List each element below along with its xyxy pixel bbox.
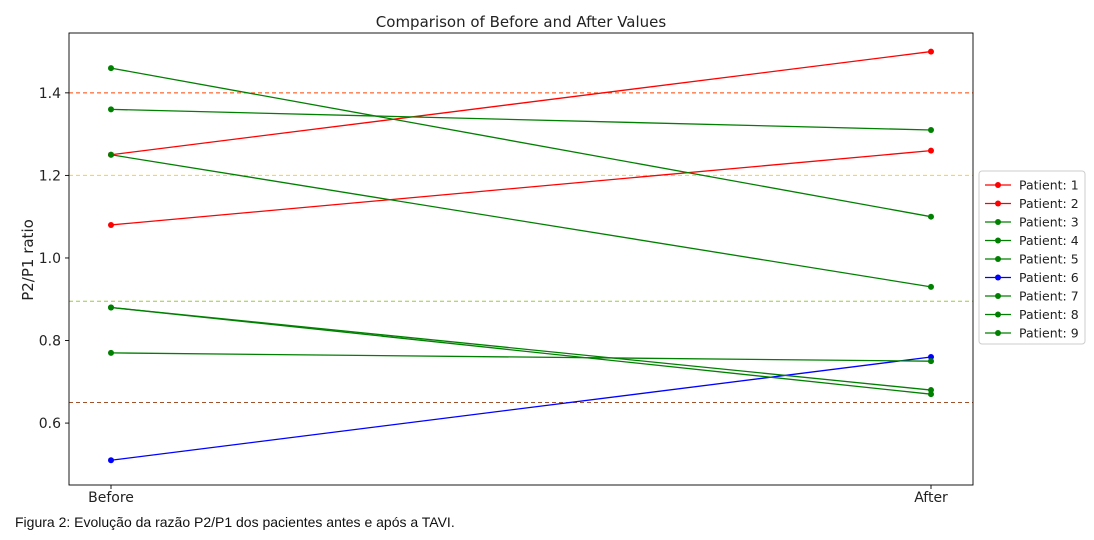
series-lines <box>108 48 934 464</box>
data-point-patient-4-before <box>108 106 114 113</box>
data-point-patient-9-after <box>928 391 934 398</box>
legend-marker-patient-5 <box>995 256 1001 262</box>
legend-label-patient-9: Patient: 9 <box>1019 326 1079 341</box>
series-line-patient-8 <box>110 352 932 362</box>
legend-marker-patient-3 <box>995 219 1001 225</box>
series-line-patient-5 <box>110 154 932 288</box>
data-point-patient-5-before <box>108 151 114 158</box>
legend-marker-patient-2 <box>995 200 1001 207</box>
data-point-patient-3-before <box>108 65 114 72</box>
legend-marker-patient-1 <box>995 182 1001 188</box>
legend-marker-patient-4 <box>995 237 1001 244</box>
data-point-patient-1-after <box>928 48 934 55</box>
legend: Patient: 1 Patient: 2 Patient: 3 Patient: 4… <box>978 170 1086 345</box>
y-tick-label: 0.8 <box>39 334 61 350</box>
y-tick-label: 0.6 <box>39 416 61 432</box>
x-tick-label: Before <box>88 490 134 506</box>
chart: Comparison of Before and After Values P2… <box>19 13 1086 506</box>
legend-label-patient-7: Patient: 7 <box>1019 289 1079 304</box>
series-line-patient-3 <box>110 67 932 218</box>
series-line-patient-2 <box>110 149 932 226</box>
y-axis: 0.6 0.8 1.0 1.2 1.4 <box>39 86 69 432</box>
data-point-patient-8-before <box>108 349 114 356</box>
y-tick-label: 1.0 <box>39 251 61 267</box>
legend-box <box>978 170 1086 345</box>
data-point-patient-6-after <box>928 354 934 361</box>
data-point-patient-4-after <box>928 127 934 134</box>
series-line-patient-1 <box>110 50 932 156</box>
x-tick-label: After <box>914 490 948 506</box>
series-line-patient-7 <box>110 306 932 391</box>
plot-area <box>68 32 974 486</box>
series-line-patient-9 <box>110 306 932 395</box>
x-axis: Before After <box>88 485 948 506</box>
data-point-patient-9-before <box>108 304 114 311</box>
y-tick-label: 1.2 <box>39 168 61 184</box>
legend-label-patient-6: Patient: 6 <box>1019 270 1079 285</box>
data-point-patient-8-after <box>928 358 934 365</box>
series-line-patient-4 <box>110 108 932 131</box>
data-point-patient-6-before <box>108 457 114 464</box>
legend-label-patient-8: Patient: 8 <box>1019 307 1079 322</box>
data-point-patient-2-before <box>108 221 114 228</box>
legend-label-patient-5: Patient: 5 <box>1019 252 1079 267</box>
y-axis-label: P2/P1 ratio <box>19 219 37 301</box>
series-line-patient-6 <box>110 356 932 461</box>
data-point-patient-7-after <box>928 387 934 394</box>
legend-label-patient-4: Patient: 4 <box>1019 233 1079 248</box>
chart-title: Comparison of Before and After Values <box>376 13 667 31</box>
legend-marker-patient-7 <box>995 293 1001 299</box>
legend-label-patient-3: Patient: 3 <box>1019 215 1079 230</box>
figure-caption: Figura 2: Evolução da razão P2/P1 dos pa… <box>15 514 455 530</box>
legend-marker-patient-8 <box>995 311 1001 318</box>
reference-lines <box>69 92 973 403</box>
legend-label-patient-1: Patient: 1 <box>1019 178 1079 193</box>
data-point-patient-2-after <box>928 147 934 154</box>
y-tick-label: 1.4 <box>39 86 61 102</box>
legend-marker-patient-6 <box>995 274 1001 281</box>
data-point-patient-5-after <box>928 283 934 290</box>
legend-label-patient-2: Patient: 2 <box>1019 196 1079 211</box>
legend-marker-patient-9 <box>995 330 1001 336</box>
data-point-patient-3-after <box>928 213 934 220</box>
